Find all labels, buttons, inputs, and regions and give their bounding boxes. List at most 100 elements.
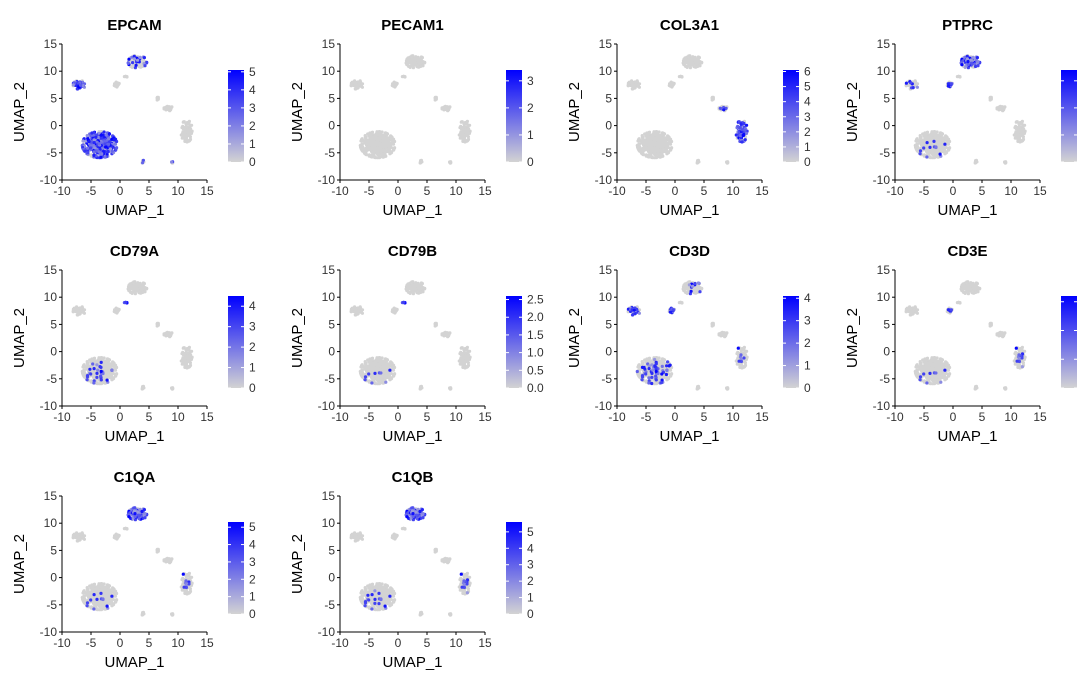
- cell-point: [634, 83, 638, 87]
- cell-point-expressed: [928, 145, 932, 149]
- cell-point: [923, 131, 927, 135]
- cell-point: [370, 367, 374, 371]
- cell-point: [652, 150, 656, 154]
- cell-point: [106, 362, 111, 366]
- cell-point-expressed: [98, 147, 102, 151]
- cell-point: [391, 310, 395, 314]
- cell-point: [411, 286, 415, 290]
- cell-point: [936, 155, 940, 159]
- cell-point: [445, 334, 449, 338]
- y-tick-label: 10: [44, 64, 58, 78]
- cell-point-expressed: [112, 138, 116, 142]
- x-tick-label: 5: [146, 184, 153, 198]
- cell-point: [649, 135, 653, 139]
- cell-point: [379, 150, 383, 154]
- cell-point-expressed: [102, 130, 106, 134]
- y-axis-label: UMAP_2: [11, 82, 28, 142]
- cell-point: [914, 145, 918, 149]
- x-tick-label: 5: [701, 184, 708, 198]
- color-bar: [783, 70, 799, 162]
- cell-point: [375, 376, 379, 380]
- panel-title: CD79A: [110, 243, 159, 260]
- x-tick-label: 5: [146, 410, 153, 424]
- cell-point: [626, 83, 630, 87]
- cell-point-expressed: [94, 135, 98, 139]
- cell-point: [462, 122, 466, 126]
- cell-point: [406, 56, 410, 60]
- cell-point: [414, 58, 418, 62]
- cell-point: [392, 306, 396, 310]
- y-tick-label: -10: [595, 173, 613, 187]
- x-axis-label: UMAP_1: [659, 202, 719, 219]
- cell-point: [183, 125, 187, 130]
- cell-point-expressed: [969, 61, 973, 65]
- cell-point: [156, 322, 160, 326]
- cell-point-expressed: [90, 131, 94, 135]
- cell-point: [652, 130, 656, 134]
- panel-pecam1: PECAM1-10 -5 0 5 10 15-10-5051015UMAP_1UMAP_2…: [289, 17, 534, 219]
- cell-point: [165, 331, 169, 335]
- x-tick-label: 10: [171, 410, 185, 424]
- cell-point: [375, 143, 379, 147]
- x-tick-label: -5: [364, 184, 375, 198]
- cell-point: [92, 376, 96, 380]
- cell-point-expressed: [134, 63, 138, 67]
- cell-point: [165, 105, 169, 109]
- cell-point: [390, 364, 394, 368]
- cell-point: [384, 362, 389, 366]
- cell-point: [421, 60, 425, 64]
- cell-point-expressed: [133, 66, 137, 70]
- cell-point: [406, 282, 410, 286]
- cell-point: [931, 133, 935, 137]
- y-tick-label: 5: [883, 91, 890, 105]
- cell-point: [642, 139, 646, 144]
- cell-point-expressed: [105, 152, 109, 156]
- cell-point: [385, 132, 390, 136]
- cell-point-expressed: [100, 152, 104, 156]
- x-tick-label: 0: [672, 184, 679, 198]
- panels: EPCAM-10 -5 0 5 10 15-10-5051015UMAP_1UMAP_20…: [11, 17, 1077, 671]
- y-tick-label: 15: [599, 37, 613, 51]
- cell-point: [167, 108, 171, 112]
- cell-point: [411, 66, 415, 70]
- cell-point-expressed: [92, 141, 96, 145]
- cell-point: [466, 128, 470, 132]
- cell-point: [989, 96, 993, 100]
- cell-point: [115, 372, 119, 376]
- legend-tick-label: 1: [249, 137, 256, 151]
- x-tick-label: -5: [86, 410, 97, 424]
- cell-point: [370, 150, 374, 154]
- cell-point: [390, 138, 394, 142]
- cell-point: [107, 358, 112, 362]
- x-tick-label: 15: [478, 410, 492, 424]
- cell-point: [116, 82, 120, 86]
- cell-point: [358, 79, 362, 83]
- cell-point: [662, 140, 666, 145]
- cell-point: [930, 130, 934, 134]
- cell-point-expressed: [745, 123, 749, 127]
- cell-point: [1016, 133, 1020, 138]
- cell-point: [388, 149, 392, 153]
- cell-point-expressed: [739, 122, 743, 126]
- cell-point: [1019, 133, 1023, 138]
- x-tick-label: -10: [53, 184, 71, 198]
- cell-point: [393, 139, 397, 144]
- cell-point: [377, 136, 381, 140]
- y-tick-label: 15: [44, 37, 58, 51]
- cell-point-expressed: [975, 56, 979, 60]
- cell-point: [467, 357, 472, 361]
- cell-point-expressed: [170, 160, 174, 164]
- y-tick-label: -5: [324, 146, 335, 160]
- cell-point: [645, 131, 649, 135]
- cell-point-expressed: [379, 371, 383, 375]
- panel-title: PECAM1: [381, 17, 444, 34]
- cell-point: [132, 283, 136, 287]
- cell-point-expressed: [138, 55, 142, 60]
- y-tick-label: 5: [50, 317, 57, 331]
- cell-point-expressed: [966, 60, 970, 64]
- x-tick-label: 15: [755, 184, 769, 198]
- cell-point-expressed: [89, 146, 93, 150]
- cell-point: [381, 139, 385, 143]
- x-tick-label: -5: [641, 184, 652, 198]
